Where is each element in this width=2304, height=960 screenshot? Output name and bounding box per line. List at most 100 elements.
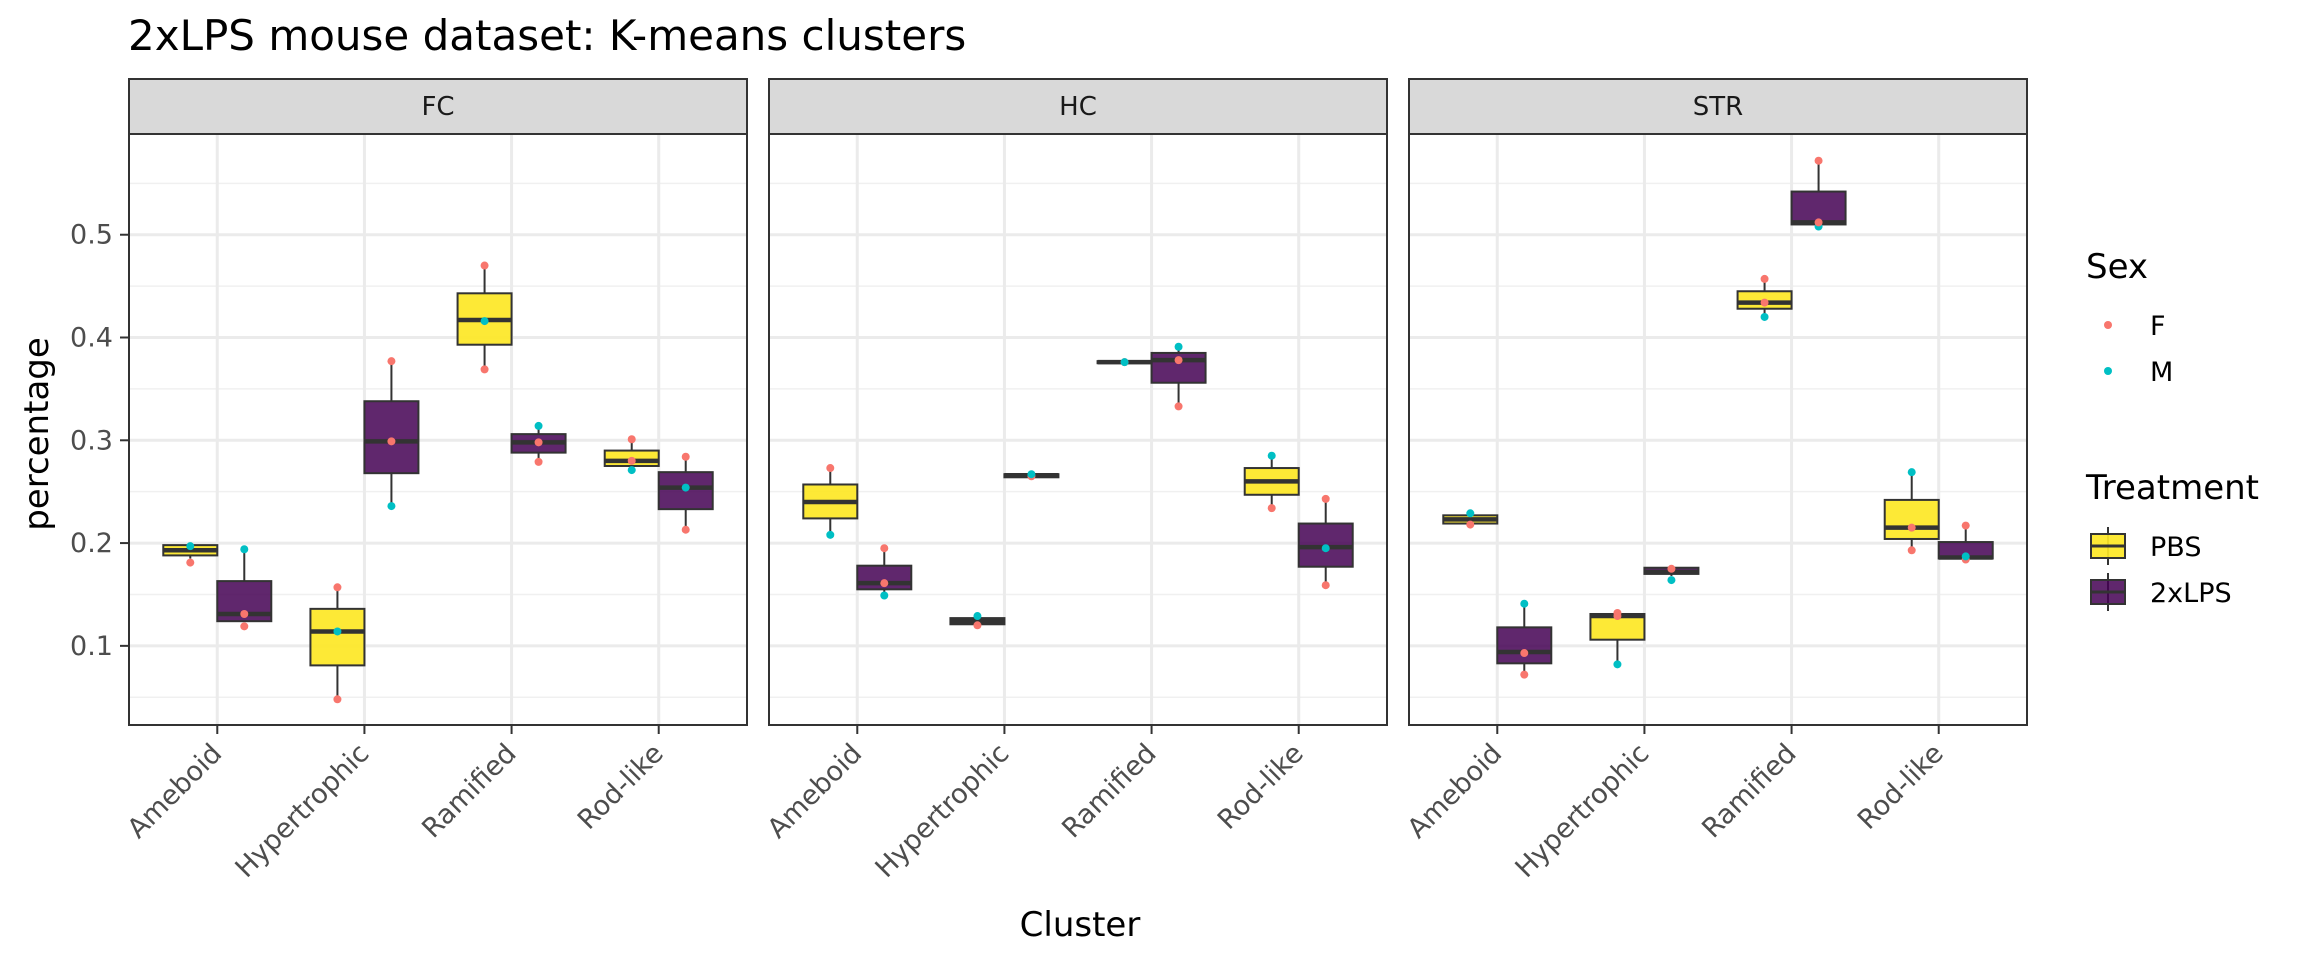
sample-point-f <box>240 609 249 618</box>
x-tick-label: Rod-like <box>1852 738 1950 836</box>
panel-background <box>129 134 747 725</box>
treatment-legend-title: Treatment <box>2085 468 2259 508</box>
legend-label-treatment: 2xLPS <box>2150 578 2232 609</box>
facet-panel-hc: HC Ameboid Hypertrophic Ramified Rod-like <box>762 78 1388 884</box>
sample-point-m <box>1667 576 1676 585</box>
legend-key-sex-m <box>2104 367 2112 375</box>
sample-point-f <box>1667 564 1676 573</box>
sample-point-f <box>1961 521 1970 530</box>
sample-point-f <box>333 583 342 592</box>
box-body <box>363 400 420 475</box>
facet-strip <box>768 78 1388 135</box>
facet-label: STR <box>1693 92 1743 122</box>
box-hc-ramified-2xlps <box>1150 342 1207 411</box>
x-tick-label: Ramified <box>416 738 522 844</box>
sample-point-m <box>1174 342 1183 351</box>
box-hc-hypertrophic-pbs <box>949 612 1006 630</box>
sample-point-m <box>1613 660 1622 669</box>
x-tick-label: Hypertrophic <box>229 738 375 884</box>
sample-point-m <box>1907 468 1916 477</box>
treatment-legend: Treatment PBS 2xLPS <box>2085 468 2259 611</box>
sample-point-m <box>1120 358 1129 367</box>
legend-label-sex: F <box>2150 311 2166 342</box>
box-str-rod-like-pbs <box>1883 468 1940 555</box>
sample-point-f <box>1321 494 1330 503</box>
box-fc-ameboid-2xlps <box>216 545 273 631</box>
x-tick-label: Ramified <box>1696 738 1802 844</box>
box-str-ramified-pbs <box>1736 274 1793 321</box>
sample-point-m <box>1760 312 1769 321</box>
sample-point-f <box>534 457 543 466</box>
sample-point-f <box>880 544 889 553</box>
sample-point-f <box>1814 218 1823 227</box>
box-str-ramified-2xlps <box>1790 156 1847 231</box>
sex-legend-title: Sex <box>2086 247 2148 287</box>
sample-point-m <box>880 591 889 600</box>
box-str-ameboid-pbs <box>1442 509 1499 529</box>
sample-point-m <box>973 612 982 621</box>
sample-point-m <box>1027 470 1036 479</box>
box-body <box>1883 498 1940 540</box>
y-tick-label: 0.4 <box>70 323 113 354</box>
sample-point-f <box>480 261 489 270</box>
sample-point-f <box>627 435 636 444</box>
sample-point-f <box>387 437 396 446</box>
box-str-rod-like-2xlps <box>1937 521 1994 564</box>
box-fc-ramified-pbs <box>456 261 513 374</box>
box-str-hypertrophic-2xlps <box>1643 564 1700 585</box>
sample-point-m <box>1267 451 1276 460</box>
sample-point-m <box>1961 552 1970 561</box>
x-tick-label: Ameboid <box>122 738 229 845</box>
sample-point-f <box>826 464 835 473</box>
legend-label-treatment: PBS <box>2150 532 2201 563</box>
y-axis-title: percentage <box>17 337 57 531</box>
sample-point-f <box>973 621 982 630</box>
sample-point-f <box>1267 504 1276 513</box>
legend-key-treatment-pbs <box>2090 527 2126 565</box>
facet-panel-fc: FC Ameboid Hypertrophic Ramified Rod-like <box>122 78 748 884</box>
box-fc-hypertrophic-2xlps <box>363 357 420 511</box>
y-axis: 0.1 0.2 0.3 0.4 0.5 <box>70 220 129 662</box>
y-tick-label: 0.1 <box>70 631 113 662</box>
sample-point-m <box>534 421 543 430</box>
sample-point-m <box>627 466 636 475</box>
x-tick-label: Ameboid <box>762 738 869 845</box>
legend-key-treatment-2xlps <box>2090 573 2126 611</box>
sample-point-m <box>480 317 489 326</box>
sample-point-f <box>1174 356 1183 365</box>
facet-label: FC <box>421 92 454 122</box>
box-body <box>309 607 366 667</box>
sample-point-f <box>1174 402 1183 411</box>
sample-point-f <box>1760 298 1769 307</box>
x-tick-label: Hypertrophic <box>869 738 1015 884</box>
sample-point-f <box>534 438 543 447</box>
sample-point-f <box>240 622 249 631</box>
box-hc-rod-like-2xlps <box>1297 494 1354 590</box>
x-tick-label: Ameboid <box>1402 738 1509 845</box>
sample-point-m <box>333 627 342 636</box>
box-hc-ameboid-2xlps <box>856 544 913 600</box>
panel-background <box>769 134 1387 725</box>
box-fc-rod-like-2xlps <box>657 452 714 534</box>
sample-point-f <box>1760 274 1769 283</box>
chart-title: 2xLPS mouse dataset: K-means clusters <box>128 11 966 60</box>
box-hc-hypertrophic-2xlps <box>1003 470 1060 481</box>
sample-point-f <box>1613 608 1622 617</box>
sample-point-f <box>681 525 690 534</box>
sample-point-f <box>627 456 636 465</box>
box-hc-rod-like-pbs <box>1243 451 1300 513</box>
box-hc-ameboid-pbs <box>802 464 859 539</box>
sample-point-f <box>333 695 342 704</box>
box-str-hypertrophic-pbs <box>1589 608 1646 669</box>
sex-legend: Sex FM <box>2086 247 2173 388</box>
sample-point-f <box>681 452 690 461</box>
y-tick-label: 0.2 <box>70 528 113 559</box>
x-axis-title: Cluster <box>1020 905 1141 945</box>
sample-point-f <box>1466 520 1475 529</box>
sample-point-m <box>1466 509 1475 518</box>
sample-point-f <box>1907 546 1916 555</box>
sample-point-f <box>1520 670 1529 679</box>
box-str-ameboid-2xlps <box>1496 599 1553 679</box>
